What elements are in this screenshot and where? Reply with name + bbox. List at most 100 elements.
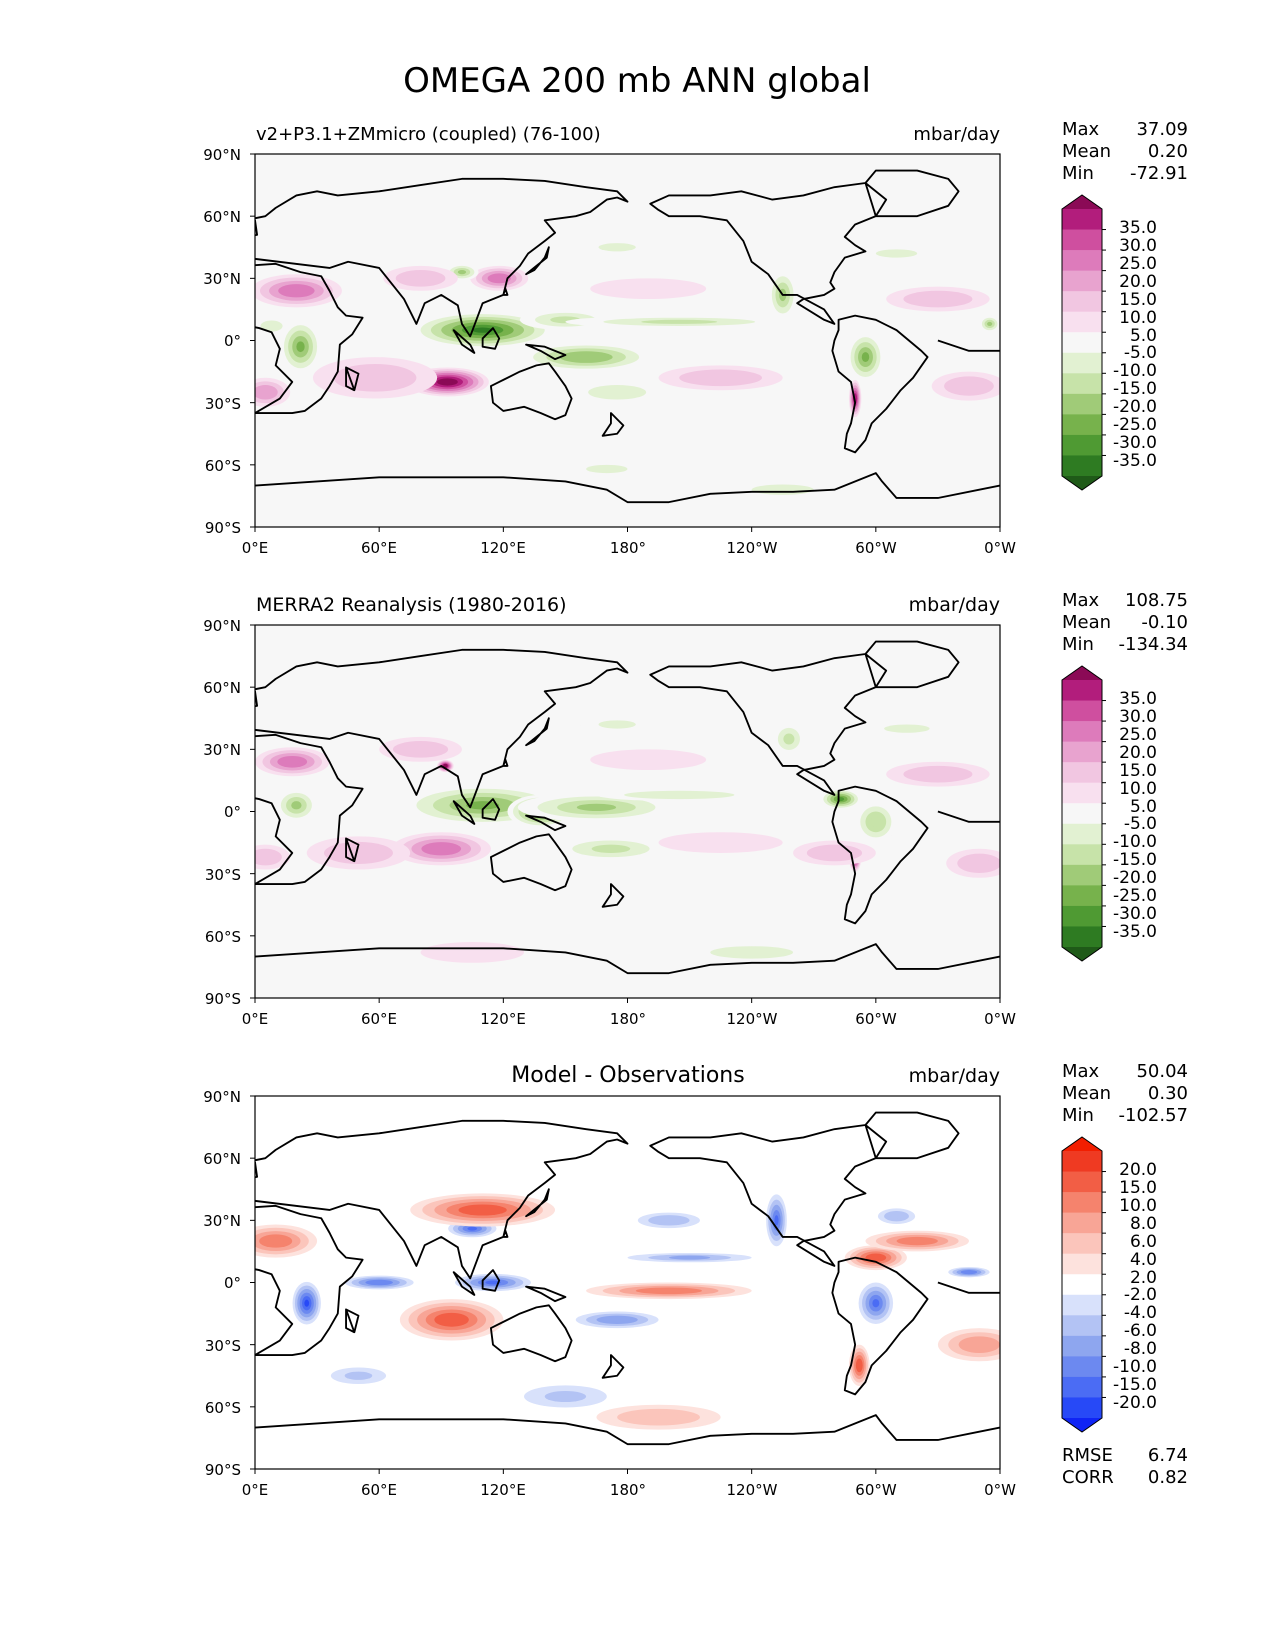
colorbar-bin <box>1062 291 1102 313</box>
contour-band <box>774 1215 779 1226</box>
y-tick-label: 0° <box>224 803 241 821</box>
field-anomaly <box>606 1251 773 1264</box>
colorbar: 35.0 30.0 25.0 20.0 15.0 10.0 5.0 -5.0 -… <box>1061 665 1157 962</box>
contour-band <box>652 1288 686 1293</box>
contour-band <box>493 275 505 281</box>
stat-label: Max <box>1062 590 1100 611</box>
colorbar-bin <box>1062 434 1102 456</box>
stat-label: Min <box>1062 163 1094 184</box>
field-anomaly <box>586 1282 752 1300</box>
contour-band <box>485 1280 501 1285</box>
x-tick-label: 120°E <box>480 1481 526 1499</box>
contour-band <box>598 720 636 729</box>
panel-model-units: mbar/day <box>913 124 1000 145</box>
field-anomaly <box>596 788 763 802</box>
field-anomaly <box>886 761 990 787</box>
y-tick-label: 90°S <box>205 519 241 537</box>
colorbar-outline <box>1061 665 1103 962</box>
x-tick-label: 120°E <box>480 539 526 557</box>
colorbar-bin <box>1062 311 1102 333</box>
stat-value: 108.75 <box>1125 590 1188 611</box>
y-tick-label: 90°N <box>203 1088 241 1106</box>
colorbar-label: -20.0 <box>1113 868 1157 888</box>
field-anomaly <box>312 357 438 399</box>
field-anomaly <box>379 736 462 762</box>
field-anomaly <box>944 1265 994 1279</box>
field-layer <box>255 716 1000 965</box>
contour-band <box>884 724 930 733</box>
panel-model: v2+P3.1+ZMmicro (coupled) (76-100) mbar/… <box>203 119 1188 557</box>
figure-title: OMEGA 200 mb ANN global <box>403 61 871 101</box>
colorbar-label: -2.0 <box>1124 1285 1157 1305</box>
contour-band <box>354 370 396 385</box>
x-axis: 0°E 60°E 120°E 180° 120°W 60°W 0°W <box>242 998 1016 1028</box>
contour-band <box>699 373 742 382</box>
field-anomaly <box>553 836 669 862</box>
field-anomaly <box>290 1278 324 1329</box>
y-axis: 90°N 60°N 30°N 0° 30°S 60°S 90°S <box>203 146 255 537</box>
map-plot <box>255 154 1000 527</box>
colorbar-label: -10.0 <box>1113 832 1157 852</box>
field-anomaly <box>565 1309 669 1331</box>
x-tick-label: 0°E <box>242 539 269 557</box>
stat-value: -72.91 <box>1130 163 1188 184</box>
colorbar-bin <box>1062 721 1102 743</box>
colorbar-label: -6.0 <box>1124 1321 1157 1341</box>
contour-band <box>875 249 918 258</box>
field-anomaly <box>337 1274 421 1291</box>
colorbar-label: 15.0 <box>1119 1178 1157 1198</box>
field-anomaly <box>861 720 953 737</box>
stat-value: -0.10 <box>1141 612 1188 633</box>
field-anomaly <box>772 722 806 756</box>
y-tick-label: 60°N <box>203 1150 241 1168</box>
field-anomaly <box>871 1205 922 1227</box>
colorbar-bin <box>1062 885 1102 907</box>
colorbar-label: -5.0 <box>1124 814 1157 834</box>
colorbar-bin <box>1062 1294 1102 1316</box>
stat-label: Mean <box>1062 612 1111 633</box>
colorbar-max-arrow <box>1062 195 1102 209</box>
colorbar-bin <box>1062 680 1102 702</box>
field-anomaly <box>886 286 990 312</box>
y-axis: 90°N 60°N 30°N 0° 30°S 60°S 90°S <box>203 1088 255 1479</box>
y-tick-label: 60°S <box>205 928 241 946</box>
contour-band <box>968 858 991 869</box>
field-anomaly <box>279 319 322 374</box>
contour-band <box>658 1217 680 1223</box>
colorbar: 20.0 15.0 10.0 8.0 6.0 4.0 2.0 -2.0 -4.0… <box>1061 1136 1157 1433</box>
field-anomaly <box>306 836 411 870</box>
colorbar-label: -5.0 <box>1124 343 1157 363</box>
contour-band <box>472 327 493 333</box>
x-axis: 0°E 60°E 120°E 180° 120°W 60°W 0°W <box>242 1469 1016 1499</box>
field-layer <box>255 238 1000 501</box>
contour-band <box>710 946 794 959</box>
field-anomaly <box>399 1299 504 1341</box>
contour-band <box>641 319 718 324</box>
field-anomaly <box>410 1193 556 1227</box>
contour-band <box>651 792 707 797</box>
y-tick-label: 90°N <box>203 617 241 635</box>
colorbar-bin <box>1062 926 1102 948</box>
y-tick-label: 0° <box>224 332 241 350</box>
colorbar-label: -35.0 <box>1113 451 1157 471</box>
stat-label: Min <box>1062 1105 1094 1126</box>
colorbar-bin <box>1062 393 1102 415</box>
y-tick-label: 90°S <box>205 1461 241 1479</box>
colorbar-bin <box>1062 1253 1102 1275</box>
contour-band <box>287 287 306 295</box>
contour-band <box>457 270 467 275</box>
colorbar-bin <box>1062 1233 1102 1255</box>
field-anomaly <box>579 238 655 256</box>
colorbar-bin <box>1062 1315 1102 1337</box>
x-tick-label: 60°E <box>361 1481 397 1499</box>
metric-label: CORR <box>1062 1467 1114 1488</box>
y-tick-label: 60°N <box>203 679 241 697</box>
colorbar-bin <box>1062 373 1102 395</box>
contour-band <box>619 283 678 294</box>
field-anomaly <box>590 278 707 300</box>
contour-band <box>431 845 452 853</box>
x-tick-label: 120°W <box>727 539 778 557</box>
contour-band <box>689 837 752 848</box>
x-tick-label: 0°W <box>984 1010 1016 1028</box>
colorbar-bin <box>1062 209 1102 231</box>
